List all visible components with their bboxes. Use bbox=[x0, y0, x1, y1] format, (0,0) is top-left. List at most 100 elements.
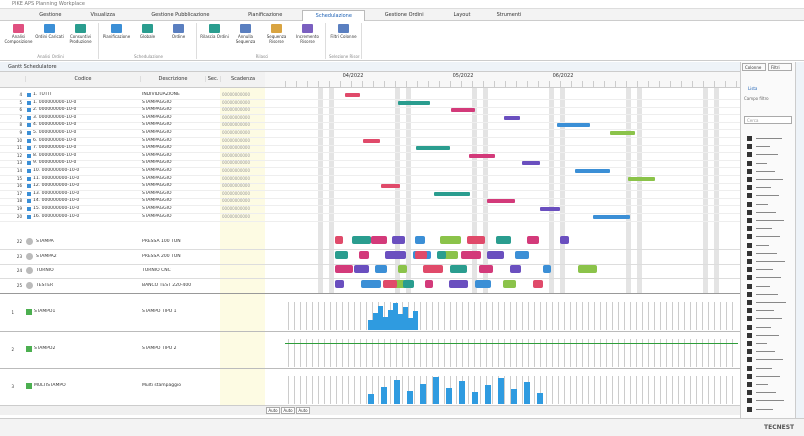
ribbon-button[interactable]: Filtri Colonne bbox=[330, 34, 357, 39]
ribbon-tab[interactable]: Layout bbox=[453, 12, 471, 18]
gantt-bar[interactable] bbox=[363, 138, 380, 143]
row-code[interactable]: 14. 000000000-10-0 bbox=[33, 198, 80, 204]
resource-code[interactable]: TESTER bbox=[36, 283, 54, 288]
gantt-bar[interactable] bbox=[383, 280, 397, 288]
gantt-bar[interactable] bbox=[543, 265, 551, 273]
resource-code[interactable]: STAMPA bbox=[36, 239, 54, 244]
gantt-bar[interactable] bbox=[515, 251, 529, 259]
checkbox[interactable] bbox=[747, 209, 752, 215]
checkbox[interactable] bbox=[747, 144, 752, 150]
gantt-bar[interactable] bbox=[335, 251, 348, 259]
gantt-bar[interactable] bbox=[487, 199, 515, 204]
gantt-bar[interactable] bbox=[416, 146, 450, 151]
gantt-bar[interactable] bbox=[575, 169, 610, 173]
row-code[interactable]: 16. 000000000-10-0 bbox=[33, 213, 80, 219]
ribbon-tab[interactable]: Gestione bbox=[39, 12, 62, 18]
ribbon-button[interactable]: Rilascia Ordini bbox=[200, 34, 229, 39]
ribbon-button[interactable]: Sequenza Risorse bbox=[266, 34, 287, 44]
checkbox[interactable] bbox=[747, 406, 752, 412]
checkbox[interactable] bbox=[747, 160, 752, 166]
gantt-bar[interactable] bbox=[392, 236, 405, 244]
ribbon-button[interactable]: Consuntivi Produzione bbox=[69, 34, 92, 44]
resource-code[interactable]: TORNIO bbox=[36, 268, 54, 273]
checkbox[interactable] bbox=[747, 234, 752, 240]
gantt-bar[interactable] bbox=[467, 236, 485, 244]
zoom-tab[interactable]: Auto bbox=[281, 407, 295, 414]
row-code[interactable]: 2. 000000000-10-0 bbox=[33, 107, 77, 113]
gantt-bar[interactable] bbox=[610, 131, 635, 135]
ribbon-tab[interactable]: Visualizza bbox=[90, 12, 116, 18]
gantt-bar[interactable] bbox=[593, 214, 630, 219]
gantt-bar[interactable] bbox=[527, 236, 539, 244]
gantt-bar[interactable] bbox=[487, 251, 504, 259]
gantt-bar[interactable] bbox=[504, 115, 520, 120]
checkbox[interactable] bbox=[747, 357, 752, 363]
row-code[interactable]: 6. 000000000-10-0 bbox=[33, 137, 77, 143]
checkbox[interactable] bbox=[747, 168, 752, 174]
ribbon-tab[interactable]: Strumenti bbox=[496, 12, 522, 18]
gantt-bar[interactable] bbox=[352, 236, 371, 244]
checkbox[interactable] bbox=[747, 201, 752, 207]
row-code[interactable]: 3. 000000000-10-0 bbox=[33, 114, 77, 120]
gantt-bar[interactable] bbox=[450, 265, 467, 273]
checkbox[interactable] bbox=[747, 275, 752, 281]
gantt-bar[interactable] bbox=[469, 153, 495, 158]
gantt-bar[interactable] bbox=[359, 251, 369, 259]
row-code[interactable]: 4. 000000000-10-0 bbox=[33, 122, 77, 128]
side-tab[interactable]: Filtri bbox=[768, 63, 792, 71]
gantt-bar[interactable] bbox=[503, 280, 516, 288]
row-code[interactable]: 15. 000000000-10-0 bbox=[33, 206, 80, 211]
gantt-bar[interactable] bbox=[533, 280, 543, 288]
gantt-bar[interactable] bbox=[461, 251, 481, 259]
gantt-bar[interactable] bbox=[385, 251, 406, 259]
gantt-bar[interactable] bbox=[335, 280, 344, 288]
column-header[interactable]: Descrizione bbox=[140, 76, 205, 82]
checkbox[interactable] bbox=[747, 283, 752, 289]
gantt-bar[interactable] bbox=[434, 191, 470, 196]
gantt-bar[interactable] bbox=[628, 176, 655, 181]
side-tab[interactable]: Colonne bbox=[742, 63, 766, 71]
side-search[interactable]: Cerca bbox=[744, 116, 792, 124]
gantt-bar[interactable] bbox=[423, 265, 443, 273]
gantt-bar[interactable] bbox=[335, 236, 343, 244]
ribbon-tab[interactable]: Schedulazione bbox=[302, 10, 366, 21]
row-code[interactable]: 1. 000000000-10-0 bbox=[33, 99, 77, 105]
checkbox[interactable] bbox=[747, 218, 752, 223]
ribbon-button[interactable]: Globale bbox=[139, 34, 156, 39]
checkbox[interactable] bbox=[747, 324, 752, 330]
gantt-bar[interactable] bbox=[381, 184, 400, 189]
row-code[interactable]: 7. 000000000-10-0 bbox=[33, 145, 77, 151]
zoom-tab[interactable]: Auto bbox=[266, 407, 280, 414]
ribbon-tab[interactable]: Gestione Pubblicazione bbox=[151, 12, 210, 18]
ribbon-button[interactable]: Analisi Composizione bbox=[4, 34, 33, 44]
row-code[interactable]: 1. TUTTI bbox=[33, 92, 52, 97]
checkbox[interactable] bbox=[747, 226, 752, 232]
gantt-bar[interactable] bbox=[361, 280, 381, 288]
row-code[interactable]: 9. 000000000-10-0 bbox=[33, 160, 77, 166]
gantt-bar[interactable] bbox=[578, 265, 597, 273]
row-code[interactable]: 13. 000000000-10-0 bbox=[33, 190, 80, 196]
row-code[interactable]: 11. 000000000-10-0 bbox=[33, 175, 80, 181]
gantt-bar[interactable] bbox=[425, 280, 433, 288]
gantt-bar[interactable] bbox=[451, 108, 475, 113]
gantt-bar[interactable] bbox=[440, 236, 461, 244]
checkbox[interactable] bbox=[747, 259, 752, 264]
gantt-bar[interactable] bbox=[415, 251, 427, 259]
checkbox[interactable] bbox=[747, 250, 752, 256]
gantt-bar[interactable] bbox=[371, 236, 387, 244]
ribbon-tab[interactable]: Gestione Ordini bbox=[384, 12, 424, 18]
checkbox[interactable] bbox=[747, 193, 752, 199]
tool-code[interactable]: STAMPO1 bbox=[34, 309, 56, 314]
checkbox[interactable] bbox=[747, 300, 752, 305]
gantt-bar[interactable] bbox=[398, 100, 430, 105]
gantt-bar[interactable] bbox=[443, 251, 458, 259]
ribbon-button[interactable]: Ordini Caricati bbox=[35, 34, 64, 39]
checkbox[interactable] bbox=[747, 382, 752, 387]
checkbox[interactable] bbox=[747, 365, 752, 371]
ribbon-button[interactable]: Pianificazione bbox=[102, 34, 131, 39]
row-code[interactable]: 8. 000000000-10-0 bbox=[33, 152, 77, 158]
gantt-bar[interactable] bbox=[479, 265, 493, 273]
gantt-bar[interactable] bbox=[540, 207, 560, 211]
tool-code[interactable]: STAMPO2 bbox=[34, 346, 56, 351]
checkbox[interactable] bbox=[747, 136, 752, 141]
